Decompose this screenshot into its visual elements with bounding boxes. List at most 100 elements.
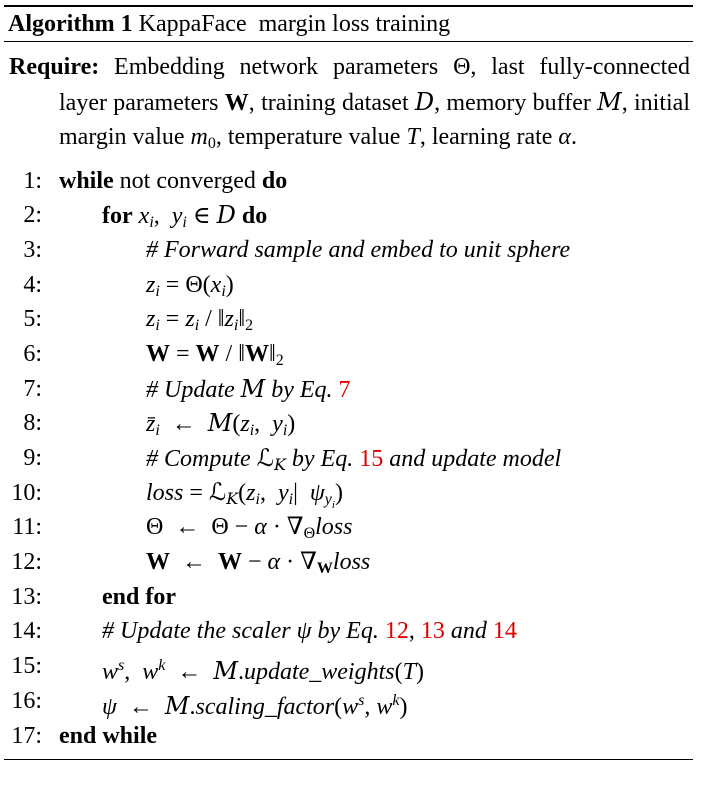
require-text: , learning rate	[419, 124, 559, 150]
math-loss: loss	[146, 479, 184, 506]
line-4: 4: zi = Θ(xi)	[4, 268, 693, 303]
line-5: 5: zi = zi / ‖zi‖2	[4, 302, 693, 337]
method-name: scaling_factor	[195, 693, 335, 720]
line-code: while not converged do	[59, 164, 287, 199]
math-D: D	[414, 87, 435, 116]
comment-text: # Update M by Eq. 7	[146, 374, 351, 403]
line-number: 4:	[23, 271, 42, 298]
require-text: , training dataset	[248, 89, 415, 116]
line-number: 3:	[23, 236, 42, 263]
equation-reference-link[interactable]: 7	[338, 376, 351, 403]
comment-part: and update model	[383, 446, 562, 472]
line-2: 2: for xi, yi ∈ D do	[4, 198, 693, 233]
line-number: 6:	[23, 340, 42, 367]
line-number: 13:	[11, 583, 42, 610]
math-loss: loss	[315, 514, 353, 541]
line-number: 8:	[23, 410, 42, 437]
math-expression: Θ ← Θ − α · ∇Θloss	[146, 514, 353, 543]
keyword-while: while	[59, 167, 114, 194]
math-expression: W = W / ‖W‖2	[146, 340, 284, 369]
math-theta: Θ	[453, 54, 471, 80]
require-text: Embedding network parameters	[114, 54, 454, 80]
line-7: 7: # Update M by Eq. 7	[4, 372, 693, 407]
algorithm-name: KappaFace margin loss training	[138, 11, 451, 37]
line-number: 12:	[11, 549, 42, 576]
top-rule	[4, 5, 693, 7]
math-expression: W ← W − α · ∇Wloss	[146, 549, 371, 578]
line-15: 15: ws, wk ← M.update_weights(T)	[4, 649, 693, 685]
math-expression: zi = zi / ‖zi‖2	[146, 306, 254, 335]
algorithm-label: Algorithm 1	[8, 11, 133, 37]
equation-reference-link[interactable]: 14	[492, 618, 517, 645]
line-6: 6: W = W / ‖W‖2	[4, 337, 693, 372]
line-number: 10:	[11, 479, 42, 506]
line-3: 3: # Forward sample and embed to unit sp…	[4, 233, 693, 268]
require-text: , initial margin value	[59, 89, 691, 151]
math-expression: ws, wk ← M.update_weights(T)	[102, 657, 424, 686]
math-expression: ψ ← M.scaling_factor(ws, wk)	[102, 691, 408, 720]
keyword-end-while: end while	[59, 722, 158, 749]
line-text: not converged	[113, 167, 262, 194]
math-W: W	[224, 89, 249, 116]
math-expression: zi = Θ(xi)	[146, 271, 234, 300]
comment-part: # Compute	[146, 446, 257, 472]
require-keyword: Require:	[9, 54, 100, 80]
equation-reference-link[interactable]: 15	[359, 446, 384, 472]
line-12: 12: W ← W − α · ∇Wloss	[4, 545, 693, 580]
line-9: 9: # Compute ℒK by Eq. 15 and update mod…	[4, 441, 693, 476]
line-number: 9:	[23, 445, 42, 471]
comment-part: by Eq.	[265, 376, 339, 403]
keyword-for: for	[102, 203, 133, 230]
algorithm-lines: 1: while not converged do 2: for xi, yi …	[4, 164, 693, 754]
require-text: , last fully-connected layer parameters	[59, 54, 690, 116]
line-number: 14:	[11, 618, 42, 645]
comment-part: # Update	[146, 376, 241, 403]
line-number: 17:	[11, 722, 42, 749]
require-text: , temperature value	[215, 124, 407, 150]
math-T: T	[406, 124, 420, 150]
math-alpha: α	[558, 124, 572, 150]
require-block: Require: Embedding network parameters Θ,…	[9, 50, 691, 162]
line-16: 16: ψ ← M.scaling_factor(ws, wk)	[4, 684, 693, 720]
line-number: 15:	[11, 653, 42, 680]
title-rule	[4, 41, 693, 42]
comment-part: by Eq.	[285, 446, 360, 472]
math-expression: z̄i ← M(zi, yi)	[146, 409, 296, 440]
comment-text: # Forward sample and embed to unit spher…	[146, 236, 571, 263]
math-loss: loss	[332, 549, 371, 576]
comment-text: # Update the scaler ψ by Eq. 12, 13 and …	[102, 618, 517, 645]
math-m: m	[190, 124, 208, 150]
line-number: 11:	[12, 514, 42, 541]
line-code: for xi, yi ∈ D do	[102, 201, 268, 232]
line-number: 2:	[23, 202, 42, 229]
comment-part: and	[444, 618, 493, 645]
line-number: 5:	[23, 306, 42, 333]
comment-part: ,	[408, 618, 421, 645]
keyword-do: do	[261, 167, 288, 194]
line-17: 17: end while	[4, 719, 693, 754]
math-expression: loss = ℒK(zi, yi| ψyi)	[146, 479, 343, 511]
line-8: 8: z̄i ← M(zi, yi)	[4, 406, 693, 441]
line-number: 7:	[23, 375, 42, 402]
line-number: 16:	[11, 687, 42, 714]
require-text: , memory buffer	[434, 89, 598, 116]
line-number: 1:	[23, 167, 42, 194]
comment-text: # Compute ℒK by Eq. 15 and update model	[146, 444, 562, 474]
keyword-end-for: end for	[102, 583, 176, 610]
equation-reference-link[interactable]: 13	[420, 618, 445, 645]
bottom-rule	[4, 759, 693, 761]
line-10: 10: loss = ℒK(zi, yi| ψyi)	[4, 476, 693, 511]
math-M: M	[597, 87, 622, 116]
line-13: 13: end for	[4, 580, 693, 615]
comment-part: by Eq.	[311, 618, 385, 645]
equation-reference-link[interactable]: 12	[384, 618, 409, 645]
comment-part: # Update the scaler	[102, 618, 297, 645]
require-text: .	[571, 124, 578, 150]
line-1: 1: while not converged do	[4, 164, 693, 199]
math-subscript: 0	[207, 135, 216, 152]
line-11: 11: Θ ← Θ − α · ∇Θloss	[4, 510, 693, 545]
method-name: update_weights	[243, 659, 395, 686]
keyword-do: do	[241, 203, 268, 230]
algorithm-title: Algorithm 1 KappaFace margin loss traini…	[4, 7, 693, 41]
algorithm-block: Algorithm 1 KappaFace margin loss traini…	[4, 5, 693, 761]
